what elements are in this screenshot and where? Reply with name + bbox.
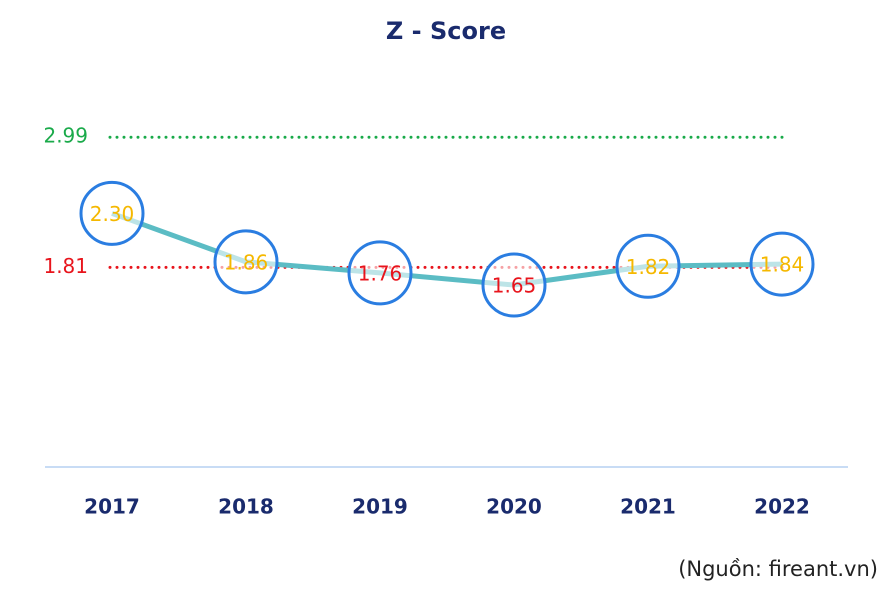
x-tick-label: 2022 bbox=[754, 495, 810, 519]
value-label: 1.82 bbox=[626, 255, 671, 279]
x-tick-label: 2018 bbox=[218, 495, 274, 519]
value-label: 1.84 bbox=[760, 253, 805, 277]
reference-label: 2.99 bbox=[43, 124, 88, 148]
value-label: 1.65 bbox=[492, 274, 537, 298]
value-label: 1.86 bbox=[224, 250, 269, 274]
x-tick-label: 2019 bbox=[352, 495, 408, 519]
x-tick-label: 2020 bbox=[486, 495, 542, 519]
value-label: 1.76 bbox=[358, 261, 403, 285]
reference-label: 1.81 bbox=[43, 254, 88, 278]
x-tick-label: 2021 bbox=[620, 495, 676, 519]
point-marker bbox=[481, 252, 547, 318]
x-tick-label: 2017 bbox=[84, 495, 140, 519]
point-marker bbox=[615, 233, 681, 299]
point-marker bbox=[347, 240, 413, 306]
point-marker bbox=[213, 229, 279, 295]
point-marker bbox=[749, 231, 815, 297]
point-marker bbox=[79, 180, 145, 246]
chart-title: Z - Score bbox=[386, 17, 506, 45]
value-label: 2.30 bbox=[90, 202, 135, 226]
series-line bbox=[111, 210, 783, 288]
source-note: (Nguồn: fireant.vn) bbox=[678, 557, 878, 581]
